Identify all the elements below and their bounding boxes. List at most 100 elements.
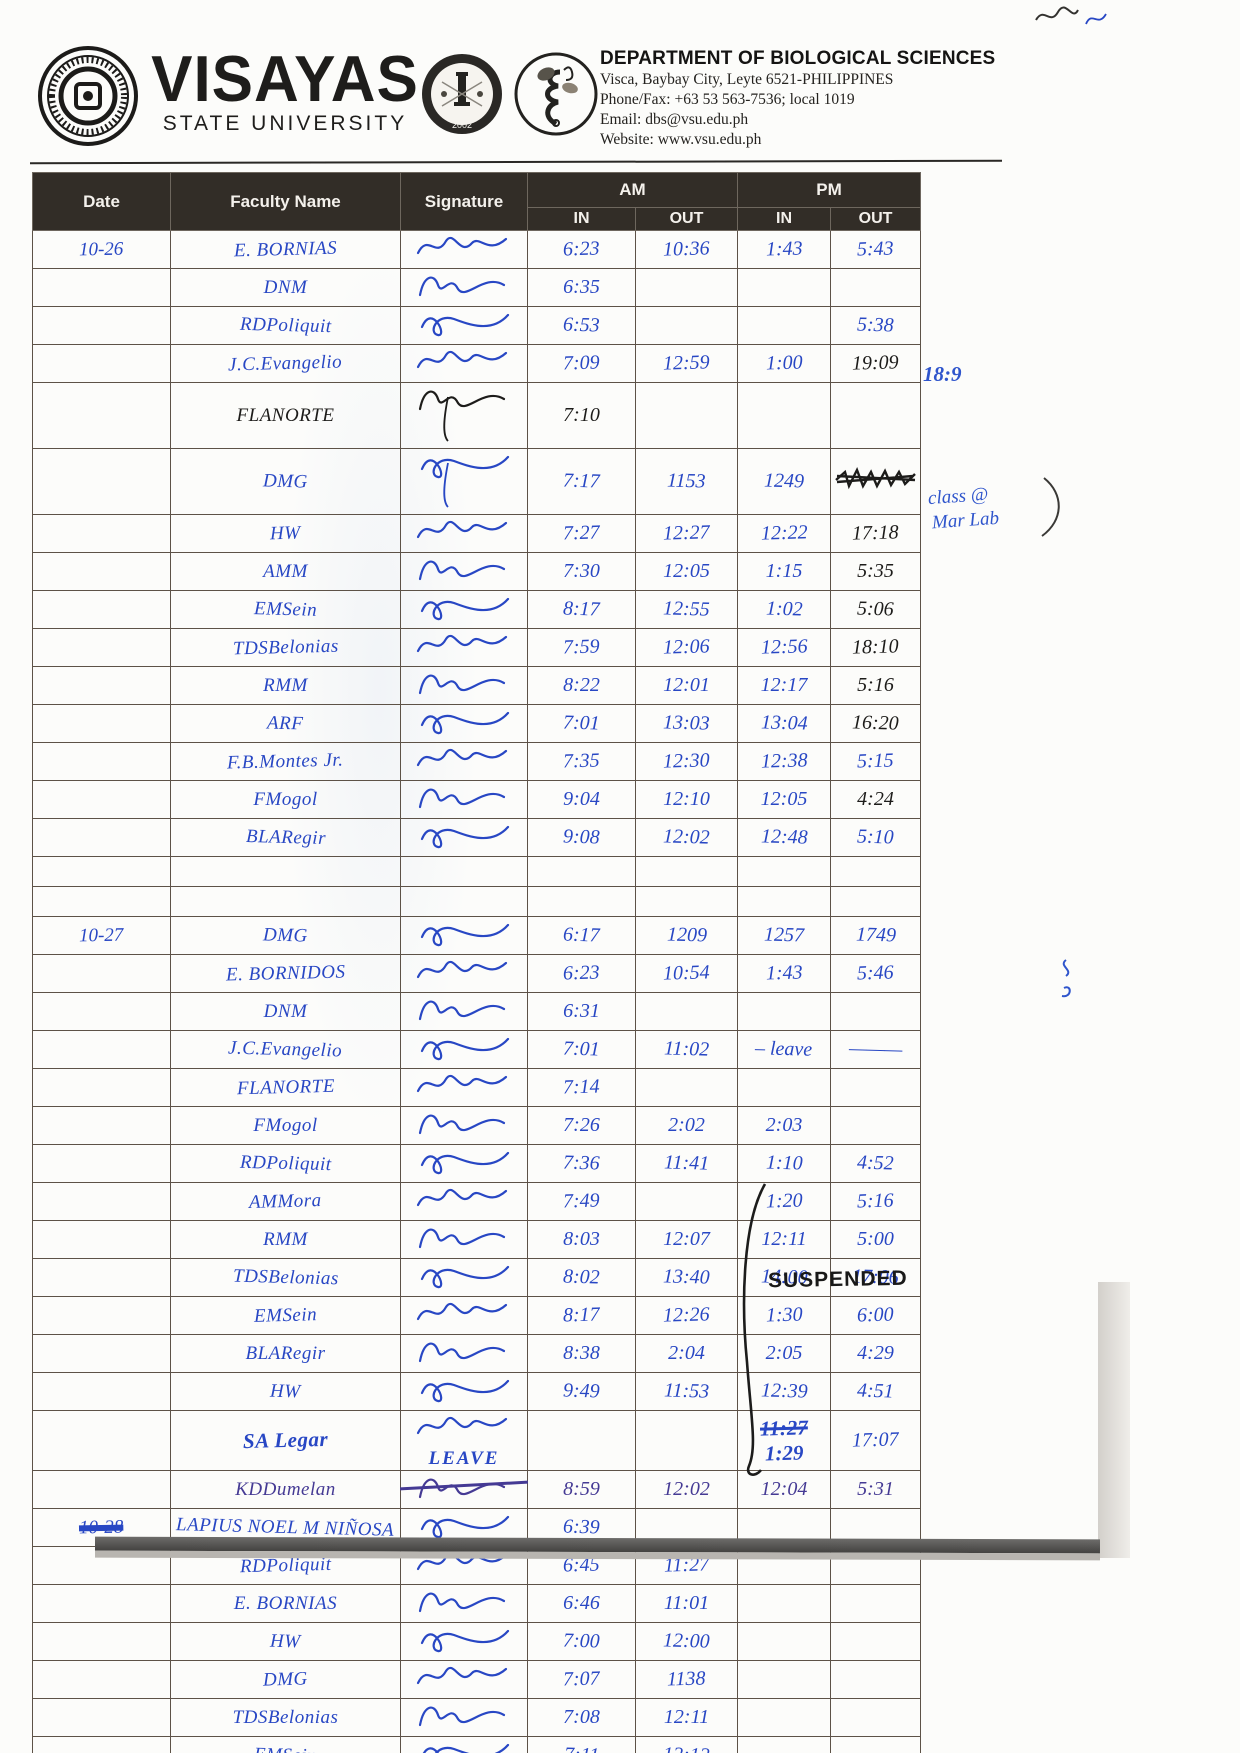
pm-in-time: 12:38 (760, 749, 808, 773)
table-row: RMM 8:22 12:01 12:17 5:16 (32, 666, 922, 705)
dbs-seal-icon (514, 52, 598, 136)
date-cell (32, 954, 171, 993)
am-out-time: 13:40 (662, 1265, 711, 1289)
pm-out-cell: 5:06 (830, 590, 922, 629)
pen-mark-right-edge (1061, 959, 1071, 998)
am-in-time: 8:38 (563, 1342, 600, 1364)
col-header-date: Date (32, 172, 171, 231)
am-out-cell: 11:02 (634, 1030, 739, 1069)
am-out-cell (634, 268, 739, 307)
am-out-cell: 10:36 (634, 230, 739, 269)
signature-scribble-icon (418, 1114, 506, 1135)
signature-cell (400, 1182, 528, 1221)
faculty-name: DNM (263, 276, 308, 298)
faculty-name-cell: FLANORTE (170, 1068, 401, 1107)
signature-scribble-icon (416, 237, 508, 255)
table-row: FLANORTE 7:14 (32, 1068, 922, 1107)
margin-note-class-line1: class @ (927, 483, 989, 510)
signature-cell (400, 1584, 528, 1623)
svg-text:2002: 2002 (452, 120, 472, 130)
signature-scribble-icon (418, 1592, 506, 1613)
faculty-name-cell: TDSBelonias (170, 628, 401, 667)
faculty-name: RMM (263, 674, 308, 696)
signature-cell (400, 916, 528, 955)
table-row (32, 856, 922, 887)
am-out-cell (634, 1182, 739, 1221)
faculty-name: FLANORTE (236, 404, 335, 426)
faculty-name: DMG (262, 923, 309, 947)
am-out-cell: 12:55 (634, 590, 739, 629)
signature-cell (400, 666, 528, 705)
pm-in-cell: 12:56 (737, 628, 832, 667)
col-header-pm: PM (737, 172, 922, 208)
faculty-name: KDDumelan (235, 1478, 336, 1500)
table-row: RMM 8:03 12:07 12:11 5:00 (32, 1220, 922, 1259)
am-in-cell: 7:30 (527, 552, 636, 591)
am-out-cell: 2:02 (634, 1106, 739, 1145)
date-cell (32, 448, 171, 515)
date-cell (32, 1106, 171, 1145)
am-out-time: 12:11 (663, 1706, 710, 1728)
table-row: ARF 7:01 13:03 13:04 16:20 (32, 704, 922, 743)
signature-cell (400, 1334, 528, 1373)
am-in-cell: 8:38 (527, 1334, 636, 1373)
pm-out-time: 17:07 (851, 1428, 900, 1452)
leave-label: LEAVE (428, 1448, 500, 1469)
pm-in-cell (737, 382, 832, 449)
am-in-cell: 7:09 (527, 344, 636, 383)
pm-in-time: – leave (755, 1037, 813, 1061)
faculty-name: J.C.Evangelio (228, 351, 343, 375)
am-out-cell: 2:04 (634, 1334, 739, 1373)
vsu-seal-icon (38, 46, 138, 146)
am-out-time: 12:06 (662, 635, 711, 659)
am-in-cell: 9:04 (527, 780, 636, 819)
am-in-time: 7:08 (563, 1706, 600, 1728)
pm-in-time: 12:17 (760, 674, 808, 696)
am-in-time: 9:04 (563, 788, 600, 810)
faculty-name: ARF (267, 712, 304, 734)
signature-scribble-icon (416, 1189, 508, 1207)
pm-in-cell (737, 306, 832, 345)
faculty-name-cell: TDSBelonias (170, 1698, 401, 1737)
faculty-name-cell: EMSein (170, 1736, 401, 1753)
am-out-cell: 13:03 (634, 704, 739, 743)
pm-out-cell (830, 1106, 922, 1145)
table-row: DMG 7:07 1138 (32, 1660, 922, 1699)
faculty-name: RDPoliquit (239, 313, 332, 337)
date-cell (32, 1144, 171, 1183)
faculty-name: BLARegir (245, 1342, 326, 1364)
am-out-time: 12:59 (662, 351, 711, 375)
faculty-name: F.B.Montes Jr. (227, 748, 344, 774)
am-in-cell: 7:08 (527, 1698, 636, 1737)
date-cell (32, 1736, 171, 1753)
pm-out-time: 5:16 (856, 1189, 895, 1213)
pm-out-cell (830, 1660, 922, 1699)
signature-scribble-icon (420, 1379, 510, 1403)
pm-out-time: 5:46 (856, 961, 895, 985)
am-out-time: 12:00 (662, 1629, 711, 1653)
am-in-cell: 6:23 (527, 230, 636, 269)
am-in-cell: 7:07 (527, 1660, 636, 1699)
signature-cell (400, 1698, 528, 1737)
am-in-time: 7:35 (562, 749, 601, 773)
pm-out-cell: 5:00 (830, 1220, 922, 1259)
pm-in-time: 12:04 (760, 1478, 808, 1500)
scribbled-out-icon (835, 467, 916, 490)
faculty-name-cell: HW (170, 1372, 401, 1411)
date-cell (32, 628, 171, 667)
letterhead: VISAYAS STATE UNIVERSITY 2002 DEPARTMENT… (0, 0, 1240, 165)
signature-cell (400, 1660, 528, 1699)
am-in-time: 6:23 (562, 237, 601, 261)
table-row: HW 7:00 12:00 (32, 1622, 922, 1661)
am-in-cell (527, 856, 636, 887)
pm-in-time: 1:43 (765, 237, 803, 261)
date-cell (32, 514, 171, 553)
am-in-time: 7:09 (562, 351, 601, 375)
pm-out-cell (830, 856, 922, 887)
date-cell (32, 1068, 171, 1107)
faculty-name-cell: SA Legar (170, 1410, 401, 1471)
signature-cell (400, 382, 528, 449)
pm-in-cell: 1:02 (737, 590, 832, 629)
am-out-cell: 12:59 (634, 344, 739, 383)
attendance-table: Date Faculty Name Signature AM PM IN OUT… (32, 172, 922, 1753)
